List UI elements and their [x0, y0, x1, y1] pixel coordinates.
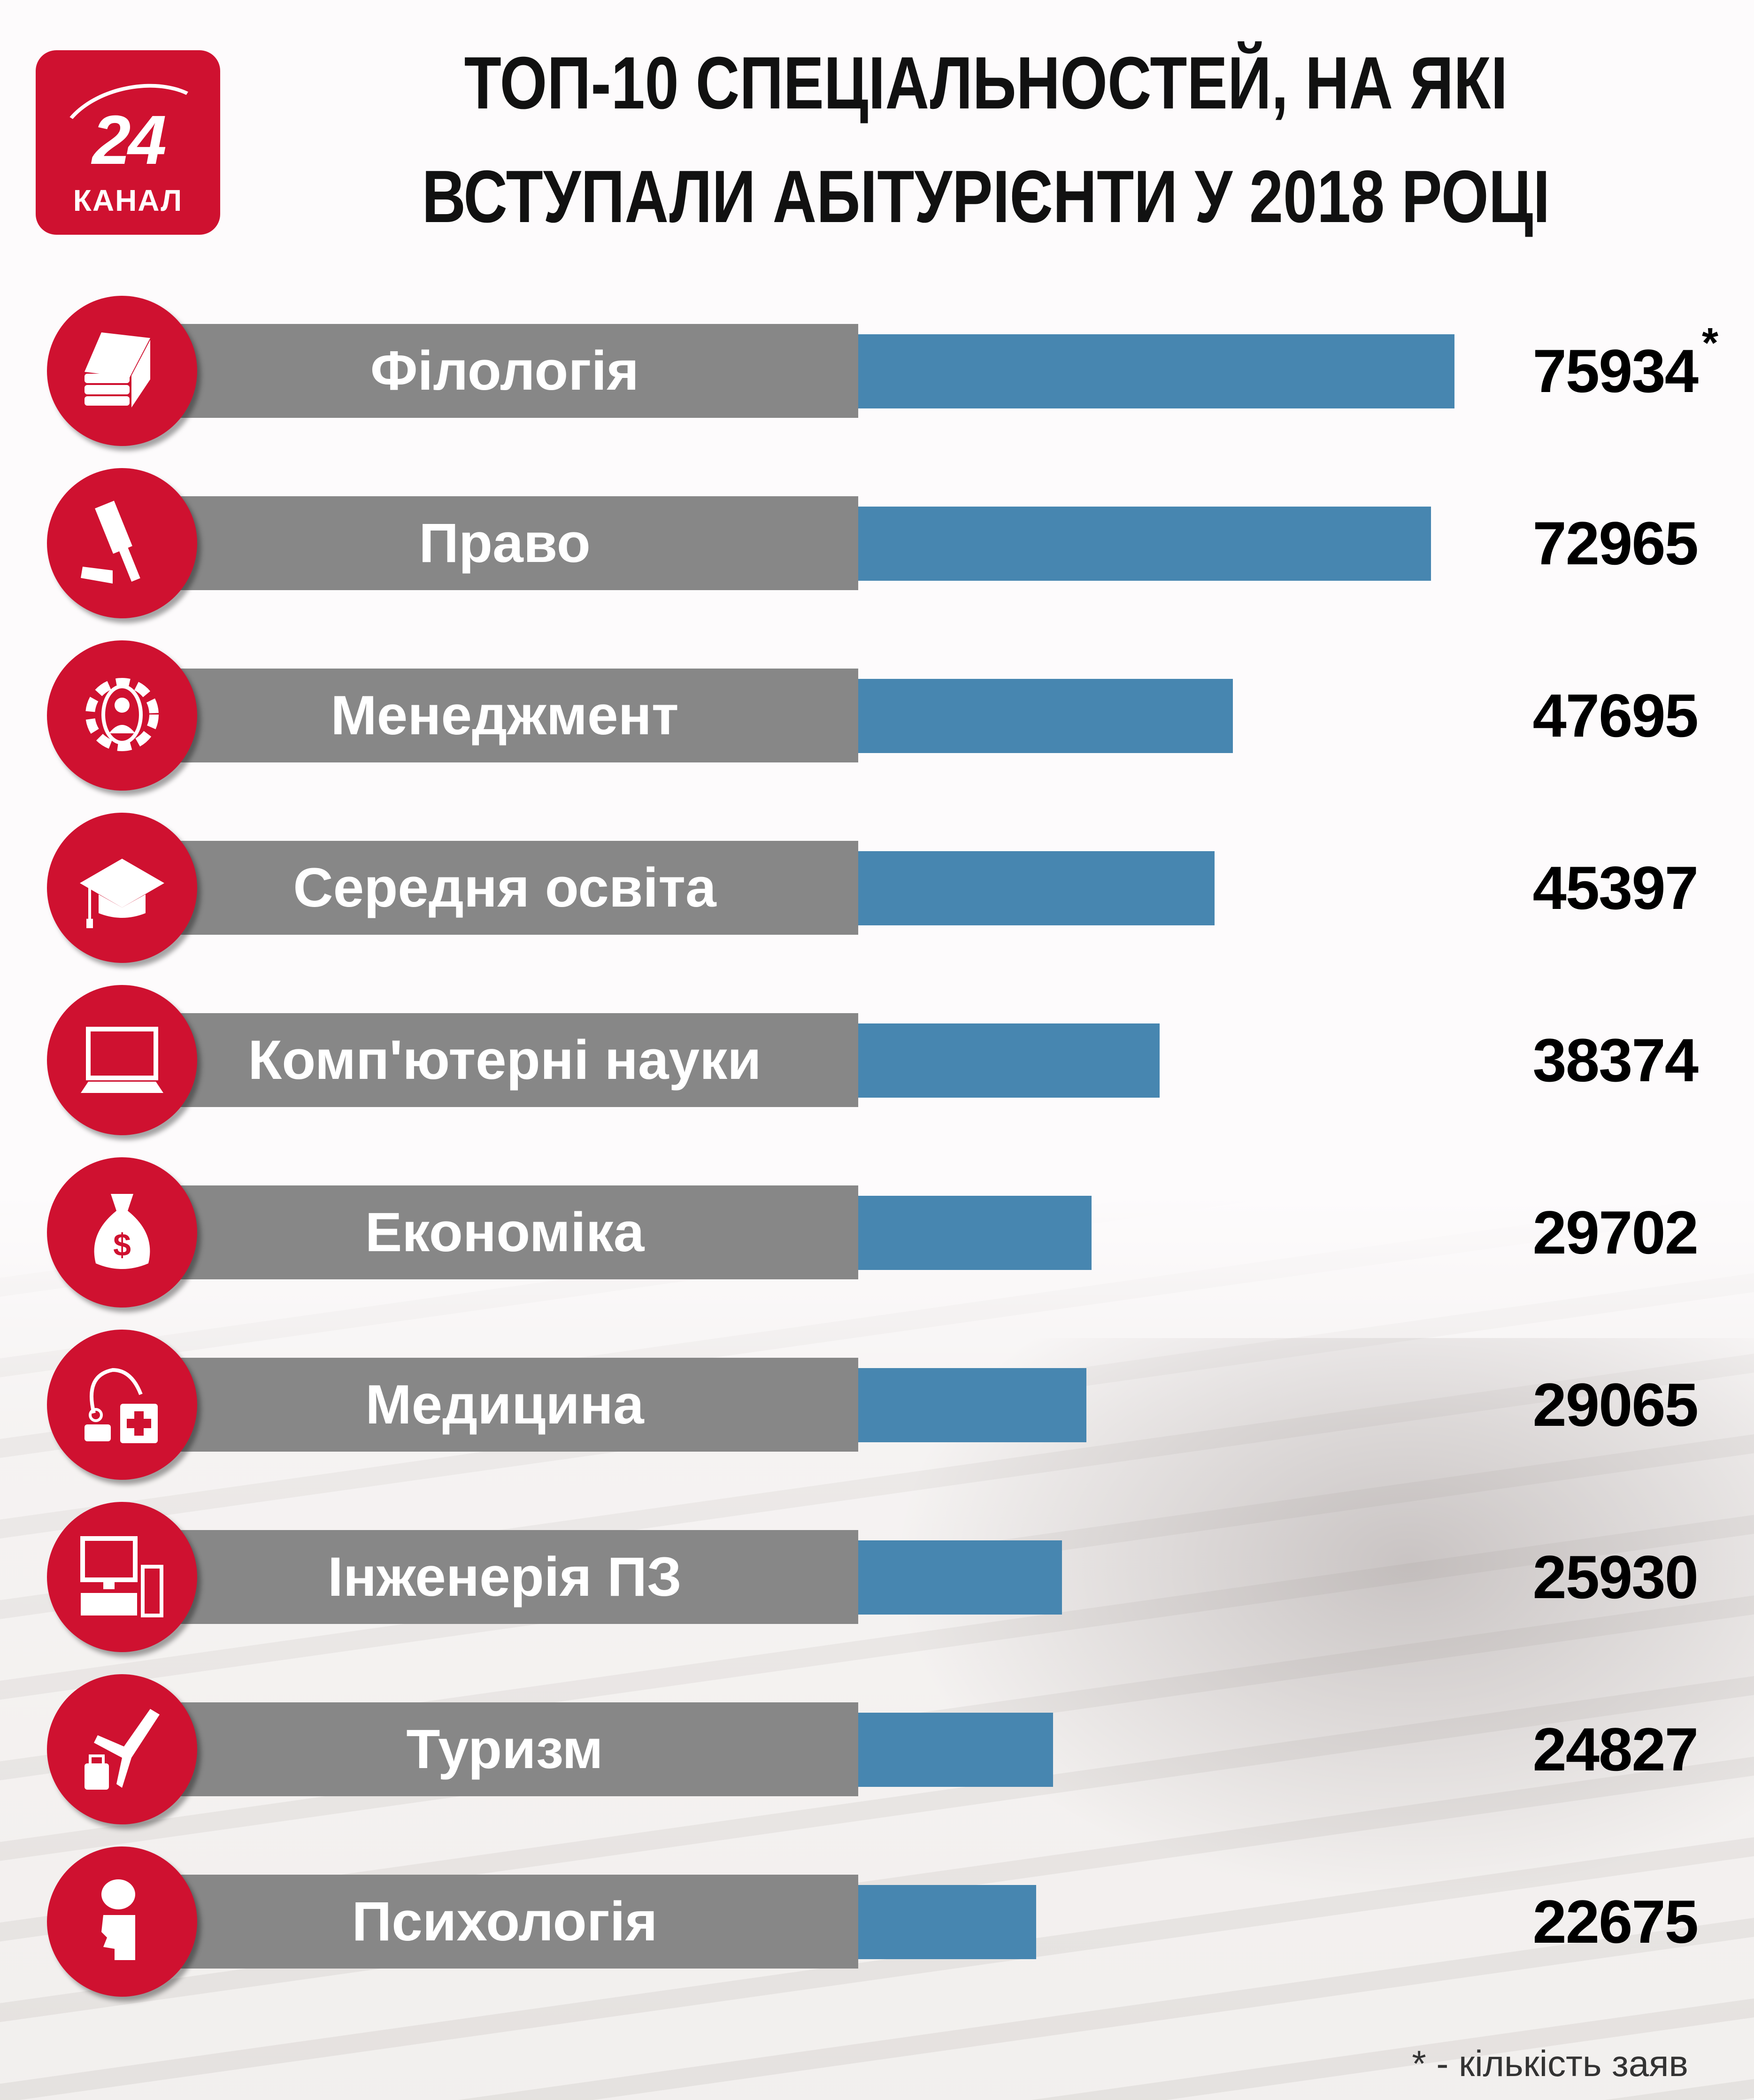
category-label-bg — [155, 1875, 858, 1969]
graduation-cap-icon — [75, 840, 169, 936]
gear-person-icon — [75, 668, 169, 764]
category-label: Інженерія ПЗ — [328, 1546, 682, 1608]
category-label: Менеджмент — [331, 685, 679, 746]
category-label-bg — [155, 669, 858, 762]
value-label: 29702 — [1532, 1198, 1699, 1267]
value-bar — [858, 334, 1454, 408]
title-line-1: ТОП-10 СПЕЦІАЛЬНОСТЕЙ, НА ЯКІ — [464, 42, 1508, 124]
value-label: 47695 — [1532, 681, 1699, 750]
chart-row: Економіка $29702 — [0, 1157, 1754, 1336]
logo-word: КАНАЛ — [73, 184, 183, 217]
category-label: Середня освіта — [293, 857, 716, 919]
category-label: Медицина — [365, 1374, 644, 1436]
value-bar — [858, 1196, 1092, 1270]
chart-row: Туризм 24827 — [0, 1674, 1754, 1853]
books-icon — [75, 323, 169, 419]
value-bar — [858, 851, 1215, 925]
laptop-icon — [75, 1012, 169, 1108]
value-label: 45397 — [1532, 854, 1699, 922]
value-label: 24827 — [1532, 1715, 1699, 1784]
chart-row: Філологія 75934 * — [0, 296, 1754, 474]
value-label: 38374 — [1532, 1026, 1699, 1094]
chart-row: Психологія 22675 — [0, 1846, 1754, 2025]
category-icon-badge — [47, 1846, 197, 1997]
logo-number: 24 — [92, 101, 167, 179]
chart-row: Медицина 29065 — [0, 1330, 1754, 1508]
value-label: 25930 — [1532, 1543, 1699, 1611]
category-icon-badge — [47, 1674, 197, 1824]
category-label-bg — [155, 324, 858, 418]
value-bar — [858, 1368, 1086, 1442]
category-icon-badge — [47, 1502, 197, 1652]
value-bar — [858, 1540, 1062, 1615]
category-icon-badge — [47, 985, 197, 1135]
category-label-bg — [155, 1185, 858, 1279]
category-label-bg — [155, 841, 858, 935]
category-label: Економіка — [365, 1201, 645, 1263]
value-bar — [858, 1885, 1036, 1959]
chart-row: Менеджмент 47695 — [0, 640, 1754, 819]
category-label: Психологія — [352, 1891, 658, 1953]
chart-row: Право 72965 — [0, 468, 1754, 646]
category-icon-badge — [47, 296, 197, 446]
value-bar — [858, 1023, 1160, 1098]
category-icon-badge — [47, 1330, 197, 1480]
desktop-computer-icon — [75, 1529, 169, 1625]
footnote: * - кількість заяв — [1412, 2043, 1688, 2084]
money-bag-icon: $ — [75, 1185, 169, 1281]
chart-row: Інженерія ПЗ 25930 — [0, 1502, 1754, 1680]
asterisk-marker: * — [1702, 320, 1719, 367]
category-label-bg — [155, 496, 858, 590]
value-label: 29065 — [1532, 1370, 1699, 1439]
category-icon-badge: $ — [47, 1157, 197, 1308]
category-icon-badge — [47, 813, 197, 963]
category-icon-badge — [47, 640, 197, 791]
category-label-bg — [155, 1358, 858, 1452]
medical-kit-icon — [75, 1357, 169, 1453]
category-label: Комп'ютерні науки — [248, 1029, 762, 1091]
value-label: 75934 — [1532, 337, 1699, 405]
category-icon-badge — [47, 468, 197, 618]
category-label: Туризм — [406, 1718, 603, 1780]
chart-row: Середня освіта 45397 — [0, 813, 1754, 991]
channel-24-logo: 24 КАНАЛ — [36, 50, 220, 235]
chart-row: Комп'ютерні науки 38374 — [0, 985, 1754, 1163]
gavel-icon — [75, 495, 169, 592]
plane-luggage-icon — [75, 1701, 169, 1798]
category-label-bg — [155, 1013, 858, 1107]
category-label-bg — [155, 1530, 858, 1624]
category-label: Право — [419, 512, 591, 574]
value-label: 72965 — [1532, 509, 1699, 577]
svg-text:$: $ — [113, 1227, 131, 1263]
category-label: Філологія — [370, 340, 639, 402]
category-label-bg — [155, 1702, 858, 1796]
value-bar — [858, 679, 1233, 753]
title-line-2: ВСТУПАЛИ АБІТУРІЄНТИ У 2018 РОЦІ — [422, 155, 1550, 238]
value-label: 22675 — [1532, 1887, 1699, 1956]
head-brain-icon — [75, 1874, 169, 1970]
value-bar — [858, 507, 1431, 581]
value-bar — [858, 1713, 1053, 1787]
